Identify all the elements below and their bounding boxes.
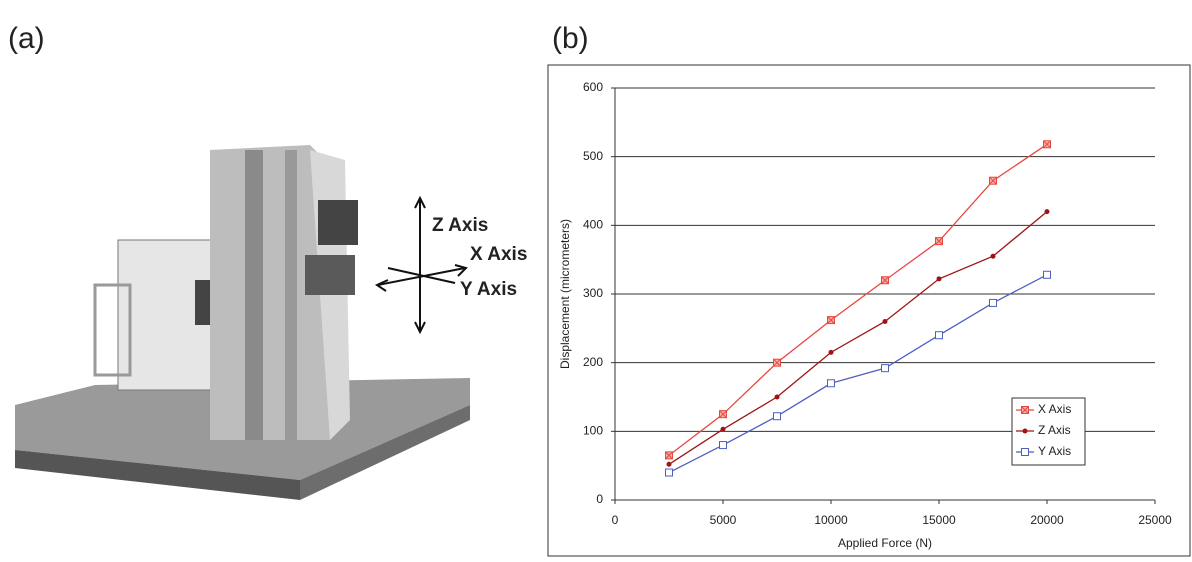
panel-label: (a) [8, 22, 45, 55]
point [774, 394, 780, 400]
chart-frame [547, 64, 1191, 557]
point-cross [773, 358, 781, 367]
x-axis-label: Applied Force (N) [838, 536, 932, 550]
y-tick-label: 600 [583, 80, 603, 94]
x-tick-label: 15000 [922, 513, 956, 527]
point-cross [935, 237, 943, 245]
legend-label: Y Axis [1038, 444, 1071, 458]
x-tick-label: 0 [612, 513, 619, 527]
x-tick-label: 10000 [814, 513, 848, 527]
point [773, 412, 781, 421]
y-tick-label: 300 [583, 286, 603, 300]
point [935, 331, 943, 340]
point [828, 349, 834, 355]
point [720, 426, 726, 432]
point-cross [1043, 140, 1051, 149]
chart: 0 100 200 300 400 500 600 0 5000 10000 15000 20000 2… [558, 80, 1172, 550]
series-line [668, 211, 1048, 465]
photo-axis-label: Z Axis [432, 215, 488, 236]
point-cross [881, 276, 889, 285]
point [827, 379, 835, 388]
legend-label: Z Axis [1038, 423, 1071, 437]
axis-arrows [374, 195, 468, 335]
point [936, 276, 942, 282]
y-axis-label: Displacement (micrometers) [558, 219, 572, 369]
x-tick-label: 25000 [1138, 513, 1172, 527]
legend-marker [1022, 428, 1028, 434]
x-tick-label: 5000 [710, 513, 737, 527]
y-tick-label: 0 [596, 492, 603, 506]
panel-label: (b) [552, 22, 589, 55]
machine-photo [15, 145, 470, 500]
legend-marker [1021, 448, 1029, 456]
point [1044, 209, 1050, 215]
legend-marker [1021, 406, 1029, 414]
point [989, 298, 997, 307]
point [719, 441, 727, 450]
y-tick-label: 400 [583, 218, 603, 232]
y-tick-label: 200 [583, 355, 603, 369]
y-tick-label: 500 [583, 149, 603, 163]
point [882, 318, 888, 324]
y-tick-label: 100 [583, 424, 603, 438]
photo-axis-label: Y Axis [460, 279, 517, 300]
point [666, 461, 672, 467]
series-line [668, 274, 1048, 474]
point-cross [719, 410, 727, 419]
photo-axis-label: X Axis [470, 244, 527, 265]
point [1043, 270, 1051, 279]
point-cross [665, 451, 673, 460]
point-cross [989, 176, 997, 185]
x-tick-label: 20000 [1030, 513, 1064, 527]
point [990, 253, 996, 259]
point [881, 364, 889, 373]
point [665, 468, 673, 477]
legend-label: X Axis [1038, 402, 1071, 416]
series-line [668, 143, 1048, 456]
point-cross [827, 316, 835, 324]
